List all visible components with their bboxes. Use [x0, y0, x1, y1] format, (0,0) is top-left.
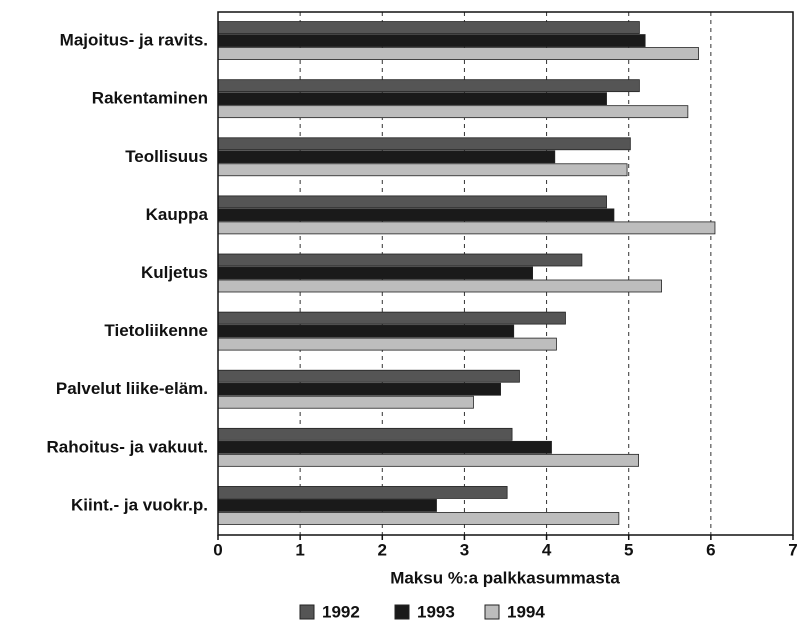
- legend-swatch: [299, 604, 315, 620]
- bar: [217, 221, 716, 235]
- legend-swatch: [484, 604, 500, 620]
- bar: [217, 369, 520, 383]
- y-tick-label: Kuljetus: [141, 263, 208, 282]
- legend-swatch: [394, 604, 410, 620]
- bar: [217, 337, 557, 351]
- y-tick-label: Palvelut liike-eläm.: [56, 379, 208, 398]
- bar: [217, 163, 628, 177]
- y-tick-label: Rahoitus- ja vakuut.: [46, 437, 208, 456]
- bar: [217, 440, 552, 454]
- legend-label: 1993: [417, 602, 455, 621]
- bar: [217, 311, 566, 325]
- x-tick-label: 4: [542, 540, 552, 559]
- bar: [217, 512, 620, 525]
- bar: [217, 427, 513, 441]
- bar: [217, 150, 556, 164]
- y-tick-label: Majoitus- ja ravits.: [60, 31, 208, 50]
- legend-label: 1992: [322, 602, 360, 621]
- bar: [217, 105, 689, 119]
- bar: [217, 266, 534, 280]
- x-axis-label: Maksu %:a palkkasummasta: [390, 568, 620, 587]
- y-tick-label: Teollisuus: [125, 147, 208, 166]
- plot-frame: [217, 11, 794, 536]
- x-tick-label: 3: [460, 540, 469, 559]
- y-tick-label: Rakentaminen: [92, 89, 208, 108]
- x-tick-label: 5: [624, 540, 633, 559]
- bar: [217, 486, 508, 499]
- y-tick-label: Tietoliikenne: [104, 321, 208, 340]
- x-tick-label: 1: [295, 540, 304, 559]
- legend-label: 1994: [507, 602, 545, 621]
- bar: [217, 137, 631, 151]
- bar: [217, 195, 607, 209]
- bar: [217, 499, 437, 512]
- y-tick-label: Kauppa: [146, 205, 209, 224]
- bar: [217, 253, 583, 267]
- bar: [217, 92, 607, 106]
- x-tick-label: 2: [378, 540, 387, 559]
- bar: [217, 21, 640, 34]
- x-tick-label: 7: [788, 540, 797, 559]
- bar: [217, 395, 474, 409]
- bar: [217, 34, 646, 47]
- bar: [217, 279, 662, 293]
- bar: [217, 453, 639, 467]
- bar: [217, 47, 699, 60]
- bar: [217, 79, 640, 93]
- x-tick-label: 0: [213, 540, 222, 559]
- bar: [217, 324, 515, 338]
- bar: [217, 208, 615, 222]
- x-tick-label: 6: [706, 540, 715, 559]
- y-tick-label: Kiint.- ja vuokr.p.: [71, 495, 208, 514]
- bar: [217, 382, 501, 396]
